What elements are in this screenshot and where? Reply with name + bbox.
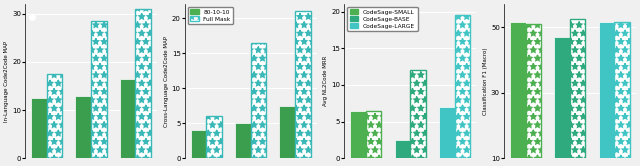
Bar xyxy=(351,111,366,158)
Bar xyxy=(135,9,151,158)
Bar xyxy=(525,24,541,166)
Bar xyxy=(410,70,426,158)
Bar xyxy=(47,74,62,158)
Bar xyxy=(599,22,614,166)
Bar xyxy=(191,130,206,158)
Bar xyxy=(235,123,251,158)
Y-axis label: Classification F1 (Macro): Classification F1 (Macro) xyxy=(483,47,488,115)
Bar xyxy=(251,43,266,158)
Y-axis label: Avg NL2Code MRR: Avg NL2Code MRR xyxy=(323,56,328,106)
Bar xyxy=(439,107,454,158)
Bar xyxy=(614,22,630,166)
Y-axis label: Cross-Language Code2Code MAP: Cross-Language Code2Code MAP xyxy=(164,36,169,127)
Bar xyxy=(206,116,222,158)
Bar xyxy=(366,111,381,158)
Bar xyxy=(510,22,525,166)
Bar xyxy=(395,140,410,158)
Legend: CodeSage-SMALL, CodeSage-BASE, CodeSage-LARGE: CodeSage-SMALL, CodeSage-BASE, CodeSage-… xyxy=(348,7,417,31)
Bar xyxy=(280,106,295,158)
Bar xyxy=(454,15,470,158)
Bar xyxy=(91,21,106,158)
Bar xyxy=(76,96,91,158)
Bar xyxy=(120,79,135,158)
Bar xyxy=(570,19,586,166)
Y-axis label: In-Language Code2Code MAP: In-Language Code2Code MAP xyxy=(4,41,9,122)
Bar xyxy=(554,37,570,166)
Legend: 80-10-10, Full Mask: 80-10-10, Full Mask xyxy=(188,7,233,24)
Bar xyxy=(31,98,47,158)
Bar xyxy=(295,11,310,158)
